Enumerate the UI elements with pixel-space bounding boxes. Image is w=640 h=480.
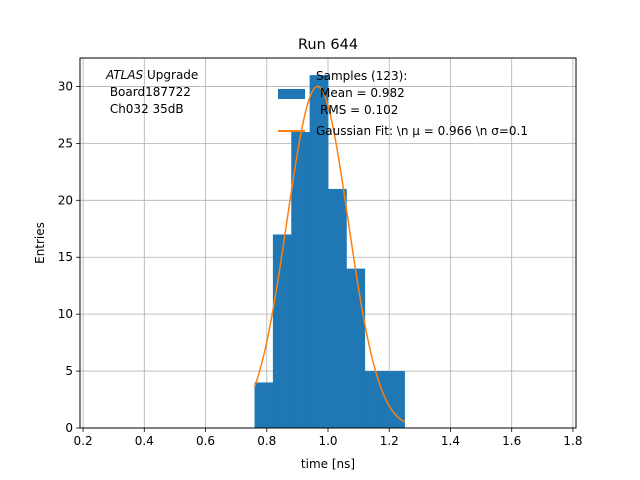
- y-tick-label: 15: [58, 250, 73, 264]
- chart-title: Run 644: [298, 37, 358, 53]
- x-tick-label: 0.6: [196, 434, 215, 448]
- y-axis-label: Entries: [33, 222, 47, 264]
- annotation-line-2: Board187722: [106, 85, 191, 99]
- annotation-line-3: Ch032 35dB: [106, 102, 184, 116]
- legend-histogram-label-3: RMS = 0.102: [320, 103, 398, 117]
- histogram-bar: [364, 371, 384, 428]
- y-tick-label: 0: [65, 421, 73, 435]
- histogram-bar: [291, 132, 311, 428]
- axis-ticks: 0.2 0.4 0.6 0.8 1.0 1.2 1.4 1.6 1.8 0 5 10 15 20 25 30: [58, 79, 583, 448]
- annotation-atlas: ATLAS: [105, 68, 144, 82]
- x-tick-label: 1.4: [441, 434, 460, 448]
- histogram-bar: [346, 268, 366, 428]
- x-tick-label: 0.4: [135, 434, 154, 448]
- histogram-bar: [328, 188, 347, 428]
- histogram-bar: [254, 382, 274, 428]
- x-tick-label: 1.8: [563, 434, 582, 448]
- fit-curve-group: [253, 85, 405, 423]
- annotation-upgrade: Upgrade: [143, 68, 198, 82]
- y-tick-label: 20: [58, 193, 73, 207]
- legend-fit-label: Gaussian Fit: \n μ = 0.966 \n σ=0.1: [316, 124, 528, 138]
- x-axis-label: time [ns]: [301, 457, 355, 471]
- histogram-bar: [272, 234, 292, 428]
- histogram-bar: [309, 75, 329, 429]
- x-tick-label: 0.2: [74, 434, 93, 448]
- legend-histogram-label-1: Samples (123):: [316, 69, 407, 83]
- histogram-bar: [383, 371, 405, 428]
- y-tick-label: 5: [65, 364, 73, 378]
- x-tick-label: 1.0: [318, 434, 337, 448]
- y-tick-label: 25: [58, 136, 73, 150]
- legend: Samples (123): Mean = 0.982 RMS = 0.102 …: [278, 69, 528, 138]
- legend-histogram-swatch: [278, 89, 305, 99]
- x-tick-label: 0.8: [257, 434, 276, 448]
- y-tick-label: 30: [58, 79, 73, 93]
- x-tick-label: 1.6: [502, 434, 521, 448]
- atlas-annotation: ATLAS Upgrade Board187722 Ch032 35dB: [105, 68, 198, 116]
- y-tick-label: 10: [58, 307, 73, 321]
- legend-histogram-label-2: Mean = 0.982: [320, 86, 405, 100]
- annotation-line-1: ATLAS Upgrade: [105, 68, 198, 82]
- x-tick-label: 1.2: [380, 434, 399, 448]
- gaussian-fit-curve: [253, 85, 405, 423]
